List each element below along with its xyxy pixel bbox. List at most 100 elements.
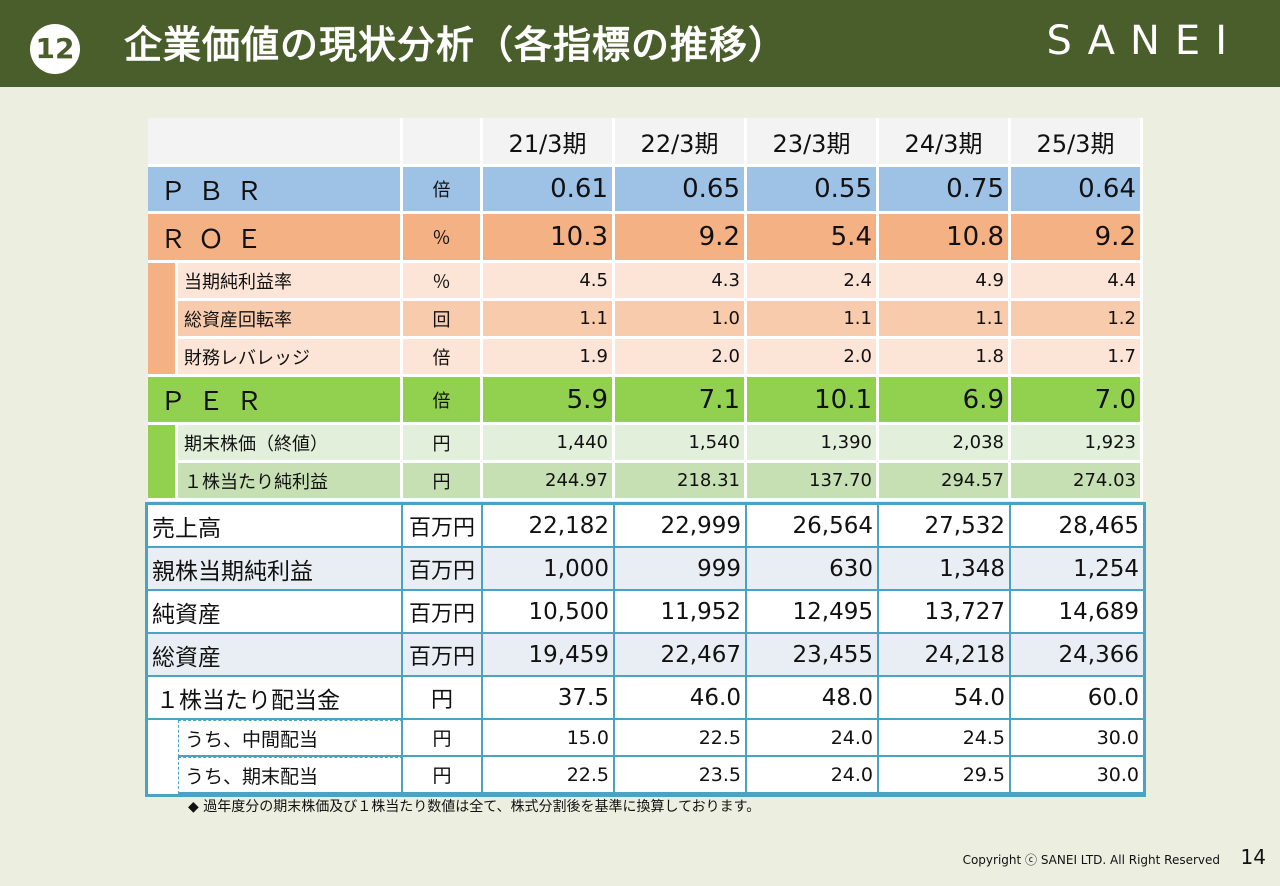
financial-row: 総資産 百万円 19,459 22,467 23,455 24,218 24,3… bbox=[148, 634, 1143, 677]
value-cell: 244.97 bbox=[483, 463, 615, 501]
page-number: 14 bbox=[1240, 845, 1266, 869]
value-cell: 274.03 bbox=[1011, 463, 1143, 501]
value-cell: 30.0 bbox=[1011, 720, 1143, 757]
value-cell: 1.1 bbox=[747, 301, 879, 339]
financial-row: 純資産 百万円 10,500 11,952 12,495 13,727 14,6… bbox=[148, 591, 1143, 634]
unit-cell: 百万円 bbox=[403, 591, 483, 634]
row-label: ＰＢＲ bbox=[148, 167, 403, 214]
value-cell: 10.1 bbox=[747, 377, 879, 425]
section-number-badge: 12 bbox=[30, 24, 80, 74]
value-cell: 1,540 bbox=[615, 425, 747, 463]
value-cell: 137.70 bbox=[747, 463, 879, 501]
value-cell: 10,500 bbox=[483, 591, 615, 634]
value-cell: 2,038 bbox=[879, 425, 1011, 463]
dividend-row: うち、中間配当 円 15.0 22.5 24.0 24.5 30.0 bbox=[148, 720, 1143, 757]
unit-header-cell bbox=[403, 118, 483, 167]
financials-table: 売上高 百万円 22,182 22,999 26,564 27,532 28,4… bbox=[145, 502, 1146, 797]
value-cell: 22.5 bbox=[615, 720, 747, 757]
row-label: 財務レバレッジ bbox=[178, 339, 403, 377]
unit-cell: 百万円 bbox=[403, 548, 483, 591]
value-cell: 23,455 bbox=[747, 634, 879, 677]
value-cell: 9.2 bbox=[1011, 214, 1143, 263]
footnote: ◆ 過年度分の期末株価及び１株当たり数値は全て、株式分割後を基準に換算しておりま… bbox=[188, 799, 761, 815]
value-cell: 7.0 bbox=[1011, 377, 1143, 425]
copyright-notice: Copyright ⓒ SANEI LTD. All Right Reserve… bbox=[962, 853, 1220, 867]
unit-cell: 円 bbox=[403, 677, 483, 720]
row-label: ＰＥＲ bbox=[148, 377, 403, 425]
value-cell: 1.9 bbox=[483, 339, 615, 377]
value-cell: 10.3 bbox=[483, 214, 615, 263]
value-cell: 1,390 bbox=[747, 425, 879, 463]
value-cell: 22,467 bbox=[615, 634, 747, 677]
value-cell: 22,182 bbox=[483, 505, 615, 548]
row-label: 売上高 bbox=[148, 505, 403, 548]
per-group-strip bbox=[148, 425, 178, 501]
value-cell: 1,000 bbox=[483, 548, 615, 591]
value-cell: 28,465 bbox=[1011, 505, 1143, 548]
slide-title: 企業価値の現状分析（各指標の推移） bbox=[124, 23, 788, 67]
unit-cell: ％ bbox=[403, 263, 483, 301]
value-cell: 5.9 bbox=[483, 377, 615, 425]
value-cell: 22,999 bbox=[615, 505, 747, 548]
value-cell: 0.61 bbox=[483, 167, 615, 214]
year-header: 24/3期 bbox=[879, 118, 1011, 167]
dividend-group-indent bbox=[148, 720, 178, 794]
row-label: 総資産 bbox=[148, 634, 403, 677]
value-cell: 7.1 bbox=[615, 377, 747, 425]
unit-cell: 円 bbox=[403, 757, 483, 794]
financial-row: １株当たり配当金 円 37.5 46.0 48.0 54.0 60.0 bbox=[148, 677, 1143, 720]
valuation-table: 21/3期 22/3期 23/3期 24/3期 25/3期 ＰＢＲ 倍 0.61… bbox=[148, 118, 1143, 501]
row-label: 当期純利益率 bbox=[178, 263, 403, 301]
unit-cell: 円 bbox=[403, 720, 483, 757]
year-header-row: 21/3期 22/3期 23/3期 24/3期 25/3期 bbox=[148, 118, 1143, 167]
dividend-row: うち、期末配当 円 22.5 23.5 24.0 29.5 30.0 bbox=[148, 757, 1143, 794]
value-cell: 19,459 bbox=[483, 634, 615, 677]
value-cell: 12,495 bbox=[747, 591, 879, 634]
unit-cell: 百万円 bbox=[403, 505, 483, 548]
value-cell: 1.8 bbox=[879, 339, 1011, 377]
value-cell: 4.3 bbox=[615, 263, 747, 301]
unit-cell: 円 bbox=[403, 425, 483, 463]
roe-sub-row: 総資産回転率 回 1.1 1.0 1.1 1.1 1.2 bbox=[148, 301, 1143, 339]
value-cell: 1.2 bbox=[1011, 301, 1143, 339]
value-cell: 630 bbox=[747, 548, 879, 591]
value-cell: 46.0 bbox=[615, 677, 747, 720]
row-label: うち、中間配当 bbox=[178, 720, 403, 757]
row-label: 総資産回転率 bbox=[178, 301, 403, 339]
slide-header: 12 企業価値の現状分析（各指標の推移） SANEI bbox=[0, 0, 1280, 87]
value-cell: 37.5 bbox=[483, 677, 615, 720]
value-cell: 0.75 bbox=[879, 167, 1011, 214]
company-logo: SANEI bbox=[1046, 18, 1242, 64]
unit-cell: 百万円 bbox=[403, 634, 483, 677]
row-label: 親株当期純利益 bbox=[148, 548, 403, 591]
value-cell: 24.0 bbox=[747, 720, 879, 757]
per-row: ＰＥＲ 倍 5.9 7.1 10.1 6.9 7.0 bbox=[148, 377, 1143, 425]
value-cell: 2.4 bbox=[747, 263, 879, 301]
value-cell: 1,254 bbox=[1011, 548, 1143, 591]
value-cell: 0.55 bbox=[747, 167, 879, 214]
value-cell: 4.9 bbox=[879, 263, 1011, 301]
value-cell: 1.7 bbox=[1011, 339, 1143, 377]
value-cell: 1,923 bbox=[1011, 425, 1143, 463]
year-header: 22/3期 bbox=[615, 118, 747, 167]
value-cell: 54.0 bbox=[879, 677, 1011, 720]
value-cell: 15.0 bbox=[483, 720, 615, 757]
value-cell: 24,218 bbox=[879, 634, 1011, 677]
row-label: １株当たり純利益 bbox=[178, 463, 403, 501]
year-header: 25/3期 bbox=[1011, 118, 1143, 167]
financial-row: 売上高 百万円 22,182 22,999 26,564 27,532 28,4… bbox=[148, 505, 1143, 548]
value-cell: 6.9 bbox=[879, 377, 1011, 425]
roe-sub-row: 財務レバレッジ 倍 1.9 2.0 2.0 1.8 1.7 bbox=[148, 339, 1143, 377]
value-cell: 9.2 bbox=[615, 214, 747, 263]
corner-cell bbox=[148, 118, 403, 167]
row-label: １株当たり配当金 bbox=[148, 677, 403, 720]
value-cell: 1.0 bbox=[615, 301, 747, 339]
value-cell: 27,532 bbox=[879, 505, 1011, 548]
value-cell: 11,952 bbox=[615, 591, 747, 634]
unit-cell: 倍 bbox=[403, 167, 483, 214]
unit-cell: 倍 bbox=[403, 377, 483, 425]
value-cell: 999 bbox=[615, 548, 747, 591]
per-sub-row: 期末株価（終値） 円 1,440 1,540 1,390 2,038 1,923 bbox=[148, 425, 1143, 501]
value-cell: 218.31 bbox=[615, 463, 747, 501]
value-cell: 24,366 bbox=[1011, 634, 1143, 677]
